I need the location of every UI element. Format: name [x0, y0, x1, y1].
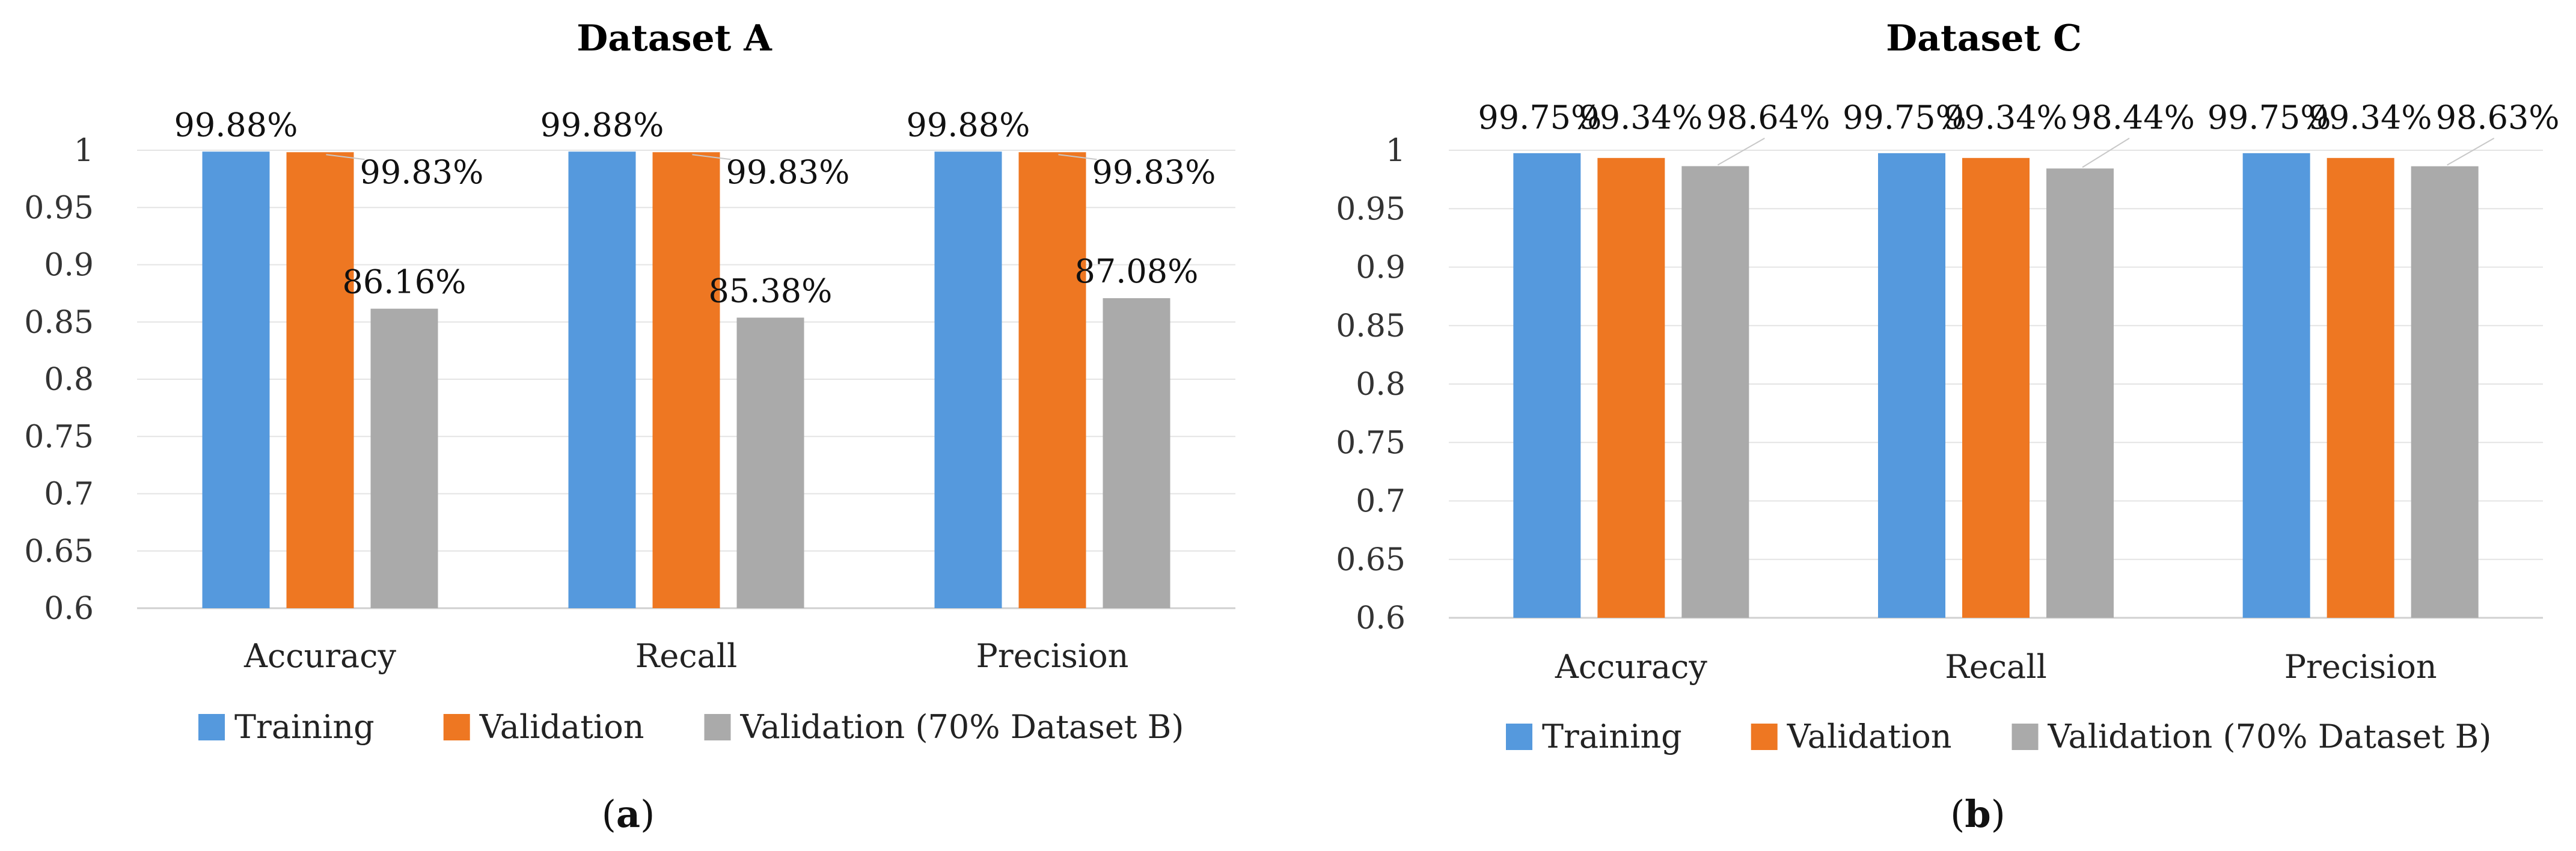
y-tick-label: 0.7: [44, 477, 94, 513]
legend-item: Training: [198, 708, 375, 746]
legend: Training Validation Validation (70% Datase…: [198, 708, 1184, 746]
data-label-leader: [692, 154, 731, 160]
y-tick-label: 0.75: [1336, 425, 1406, 461]
x-category-label: Precision: [2284, 648, 2437, 686]
chart-title: Dataset A: [577, 17, 772, 59]
y-tick-label: 0.65: [1336, 542, 1406, 578]
bar-validation-accuracy: [1597, 157, 1665, 618]
legend-swatch: [198, 714, 225, 740]
y-tick-label: 0.95: [24, 190, 94, 226]
y-tick-label: 0.85: [24, 305, 94, 341]
data-label: 87.08%: [1075, 252, 1199, 290]
y-tick-label: 0.8: [44, 362, 94, 398]
data-label-leader: [1717, 138, 1765, 166]
chart-panel-1: Dataset C 0.6 0.65 0.7 0.75 0.8 0.85 0.9 0.95 1 99…: [1336, 17, 2559, 836]
bar-validation-recall: [1962, 157, 2030, 618]
data-label: 99.75%: [1843, 99, 1966, 136]
legend-label: Training: [1542, 718, 1682, 755]
y-tick-label: 1: [1386, 133, 1406, 169]
panel-label-part: a: [616, 792, 640, 836]
y-tick-label: 1: [74, 133, 94, 169]
data-label: 86.16%: [343, 263, 467, 301]
panel-label-part: ): [1991, 792, 2005, 836]
legend-label: Validation: [1787, 718, 1952, 755]
x-category-label: Precision: [976, 637, 1129, 675]
bar-validation-recall: [652, 152, 720, 608]
legend-item: Validation: [443, 708, 644, 746]
x-category-label: Accuracy: [1555, 648, 1708, 686]
data-label: 85.38%: [709, 272, 833, 310]
bar-validation-precision: [1018, 152, 1086, 608]
y-tick-label: 0.8: [1356, 367, 1406, 403]
panel-label-part: ): [640, 792, 655, 836]
data-label: 99.75%: [1478, 99, 1602, 136]
x-category-label: Accuracy: [243, 637, 397, 675]
y-tick-label: 0.9: [44, 248, 94, 284]
legend-item: Validation (70% Dataset B): [704, 708, 1184, 746]
y-tick-label: 0.75: [24, 419, 94, 455]
legend-swatch: [1506, 724, 1532, 750]
data-label: 99.88%: [174, 106, 298, 144]
data-label: 99.34%: [1579, 99, 1703, 136]
legend-item: Validation (70% Dataset B): [2012, 718, 2492, 755]
legend-label: Validation (70% Dataset B): [2048, 718, 2492, 755]
data-label-leader: [2082, 138, 2130, 168]
bar-training-accuracy: [1513, 153, 1581, 618]
legend-label: Training: [234, 708, 375, 746]
data-label: 99.88%: [540, 106, 664, 144]
bar-validation-70-dataset-b--precision: [2411, 166, 2479, 618]
data-label: 99.34%: [1944, 99, 2067, 136]
legend-swatch: [704, 714, 731, 740]
bar-validation-accuracy: [286, 152, 354, 608]
bar-training-accuracy: [202, 151, 270, 608]
data-label: 99.83%: [360, 153, 484, 191]
bar-validation-precision: [2327, 157, 2394, 618]
legend-item: Training: [1506, 718, 1682, 755]
legend-item: Validation: [1751, 718, 1952, 755]
y-tick-label: 0.6: [1356, 600, 1406, 636]
bar-training-recall: [1878, 153, 1945, 618]
legend-label: Validation: [479, 708, 644, 746]
legend-swatch: [443, 714, 470, 740]
bar-validation-70-dataset-b--precision: [1103, 298, 1170, 609]
y-tick-label: 0.6: [44, 591, 94, 627]
data-label: 98.64%: [1706, 99, 1830, 136]
legend-swatch: [1751, 724, 1778, 750]
bar-validation-70-dataset-b--accuracy: [1681, 166, 1749, 618]
data-label: 98.44%: [2071, 99, 2195, 136]
x-category-label: Recall: [635, 637, 738, 675]
bar-validation-70-dataset-b--recall: [736, 317, 804, 608]
panel-label: (a): [602, 792, 655, 836]
x-category-label: Recall: [1945, 648, 2047, 686]
panel-label-part: (: [602, 792, 616, 836]
data-label: 99.88%: [907, 106, 1030, 144]
data-label: 99.83%: [1092, 153, 1216, 191]
data-label: 98.63%: [2436, 99, 2560, 136]
data-label-leader: [326, 154, 365, 160]
chart-title: Dataset C: [1886, 17, 2082, 59]
data-label: 99.75%: [2207, 99, 2331, 136]
y-tick-label: 0.95: [1336, 191, 1406, 227]
legend-label: Validation (70% Dataset B): [740, 708, 1184, 746]
bar-validation-70-dataset-b--accuracy: [370, 308, 438, 608]
y-tick-label: 0.85: [1336, 308, 1406, 344]
panel-label-part: b: [1965, 792, 1990, 836]
bar-training-precision: [2242, 153, 2310, 618]
legend: Training Validation Validation (70% Datase…: [1506, 718, 2491, 755]
data-label-leader: [1058, 154, 1097, 160]
panel-label-part: (: [1950, 792, 1965, 836]
bar-training-precision: [934, 151, 1002, 608]
data-label-leader: [2447, 138, 2495, 166]
bar-validation-70-dataset-b--recall: [2046, 168, 2114, 618]
panel-label: (b): [1950, 792, 2005, 836]
data-label: 99.83%: [726, 153, 850, 191]
y-tick-label: 0.65: [24, 534, 94, 570]
chart-panel-0: Dataset A 0.6 0.65 0.7 0.75 0.8 0.85 0.9 0.95 1 99…: [24, 17, 1235, 836]
y-tick-label: 0.7: [1356, 484, 1406, 520]
legend-swatch: [2012, 724, 2039, 750]
y-tick-label: 0.9: [1356, 250, 1406, 286]
bar-training-recall: [568, 151, 636, 608]
data-label: 99.34%: [2308, 99, 2432, 136]
